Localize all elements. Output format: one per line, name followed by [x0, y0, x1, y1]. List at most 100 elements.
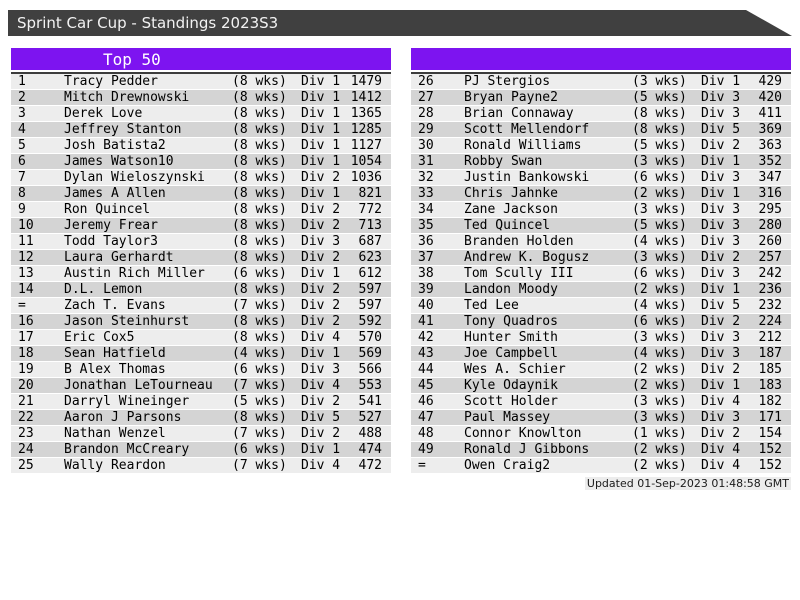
row-division: Div 1 — [301, 106, 341, 121]
row-points: 623 — [358, 250, 382, 265]
row-division: Div 1 — [301, 90, 341, 105]
table-row: 17 Eric Cox5 (8 wks) Div 4 570 — [11, 330, 391, 346]
table-row: 18 Sean Hatfield (4 wks) Div 1 569 — [11, 346, 391, 362]
row-driver-name: Jeremy Frear — [64, 218, 158, 233]
table-row: 4 Jeffrey Stanton (8 wks) Div 1 1285 — [11, 122, 391, 138]
row-weeks-count: (2 wks) — [632, 282, 687, 297]
row-position: 20 — [18, 378, 34, 393]
row-position: 40 — [418, 298, 434, 313]
row-division: Div 1 — [701, 74, 741, 89]
table-row: 21 Darryl Wineinger (5 wks) Div 2 541 — [11, 394, 391, 410]
row-division: Div 3 — [701, 410, 741, 425]
row-points: 242 — [758, 266, 782, 281]
row-position: 48 — [418, 426, 434, 441]
table-row: 42 Hunter Smith (3 wks) Div 3 212 — [411, 330, 791, 346]
table-row: 16 Jason Steinhurst (8 wks) Div 2 592 — [11, 314, 391, 330]
row-weeks-count: (6 wks) — [632, 170, 687, 185]
row-weeks-count: (5 wks) — [632, 90, 687, 105]
row-weeks-count: (8 wks) — [232, 186, 287, 201]
row-division: Div 2 — [301, 202, 341, 217]
row-points: 592 — [358, 314, 382, 329]
table-row: 6 James Watson10 (8 wks) Div 1 1054 — [11, 154, 391, 170]
row-driver-name: Hunter Smith — [464, 330, 558, 345]
row-division: Div 2 — [701, 314, 741, 329]
row-driver-name: Branden Holden — [464, 234, 574, 249]
row-division: Div 3 — [701, 218, 741, 233]
row-position: 38 — [418, 266, 434, 281]
table-row: 29 Scott Mellendorf (8 wks) Div 5 369 — [411, 122, 791, 138]
table-row: 41 Tony Quadros (6 wks) Div 2 224 — [411, 314, 791, 330]
row-division: Div 5 — [301, 410, 341, 425]
row-weeks-count: (2 wks) — [632, 378, 687, 393]
row-position: 33 — [418, 186, 434, 201]
row-division: Div 3 — [701, 234, 741, 249]
row-driver-name: PJ Stergios — [464, 74, 551, 89]
row-weeks-count: (8 wks) — [232, 90, 287, 105]
row-position: 7 — [18, 170, 26, 185]
row-division: Div 3 — [701, 90, 741, 105]
row-driver-name: Jeffrey Stanton — [64, 122, 182, 137]
row-weeks-count: (8 wks) — [232, 410, 287, 425]
row-weeks-count: (7 wks) — [232, 298, 287, 313]
row-division: Div 1 — [701, 154, 741, 169]
row-weeks-count: (1 wks) — [632, 426, 687, 441]
row-position: 22 — [18, 410, 34, 425]
row-points: 1479 — [350, 74, 382, 89]
row-driver-name: Dylan Wieloszynski — [64, 170, 205, 185]
table-row: 26 PJ Stergios (3 wks) Div 1 429 — [411, 74, 791, 90]
row-weeks-count: (8 wks) — [232, 218, 287, 233]
row-position: 34 — [418, 202, 434, 217]
row-points: 212 — [758, 330, 782, 345]
row-division: Div 2 — [301, 170, 341, 185]
row-position: = — [418, 458, 426, 473]
row-driver-name: Darryl Wineinger — [64, 394, 190, 409]
row-driver-name: Eric Cox5 — [64, 330, 135, 345]
table-row: 20 Jonathan LeTourneau (7 wks) Div 4 553 — [11, 378, 391, 394]
row-driver-name: Robby Swan — [464, 154, 543, 169]
row-driver-name: Landon Moody — [464, 282, 558, 297]
row-points: 472 — [358, 458, 382, 473]
row-points: 527 — [358, 410, 382, 425]
table-row: 48 Connor Knowlton (1 wks) Div 2 154 — [411, 426, 791, 442]
table-row: 27 Bryan Payne2 (5 wks) Div 3 420 — [411, 90, 791, 106]
row-division: Div 1 — [301, 138, 341, 153]
row-position: 16 — [18, 314, 34, 329]
row-points: 1412 — [350, 90, 382, 105]
row-division: Div 2 — [301, 298, 341, 313]
row-weeks-count: (5 wks) — [232, 394, 287, 409]
row-weeks-count: (6 wks) — [632, 314, 687, 329]
row-points: 352 — [758, 154, 782, 169]
row-position: 46 — [418, 394, 434, 409]
row-division: Div 2 — [301, 426, 341, 441]
row-points: 488 — [358, 426, 382, 441]
row-points: 182 — [758, 394, 782, 409]
row-position: 24 — [18, 442, 34, 457]
table-row: 34 Zane Jackson (3 wks) Div 3 295 — [411, 202, 791, 218]
row-points: 566 — [358, 362, 382, 377]
row-division: Div 1 — [301, 266, 341, 281]
row-position: 43 — [418, 346, 434, 361]
row-position: 44 — [418, 362, 434, 377]
table-row: 1 Tracy Pedder (8 wks) Div 1 1479 — [11, 74, 391, 90]
row-points: 183 — [758, 378, 782, 393]
page-title: Sprint Car Cup - Standings 2023S3 — [17, 14, 279, 32]
row-points: 570 — [358, 330, 382, 345]
row-driver-name: Ronald J Gibbons — [464, 442, 590, 457]
row-points: 411 — [758, 106, 782, 121]
row-position: 13 — [18, 266, 34, 281]
row-weeks-count: (6 wks) — [232, 442, 287, 457]
table-row: 10 Jeremy Frear (8 wks) Div 2 713 — [11, 218, 391, 234]
row-division: Div 1 — [301, 122, 341, 137]
row-driver-name: Sean Hatfield — [64, 346, 166, 361]
row-division: Div 3 — [301, 234, 341, 249]
row-points: 1054 — [350, 154, 382, 169]
table-row: 44 Wes A. Schier (2 wks) Div 2 185 — [411, 362, 791, 378]
row-driver-name: Mitch Drewnowski — [64, 90, 190, 105]
row-division: Div 4 — [701, 442, 741, 457]
row-division: Div 1 — [701, 186, 741, 201]
row-weeks-count: (8 wks) — [632, 122, 687, 137]
table-row: 35 Ted Quincel (5 wks) Div 3 280 — [411, 218, 791, 234]
row-weeks-count: (6 wks) — [232, 266, 287, 281]
row-position: 42 — [418, 330, 434, 345]
table-row: 12 Laura Gerhardt (8 wks) Div 2 623 — [11, 250, 391, 266]
